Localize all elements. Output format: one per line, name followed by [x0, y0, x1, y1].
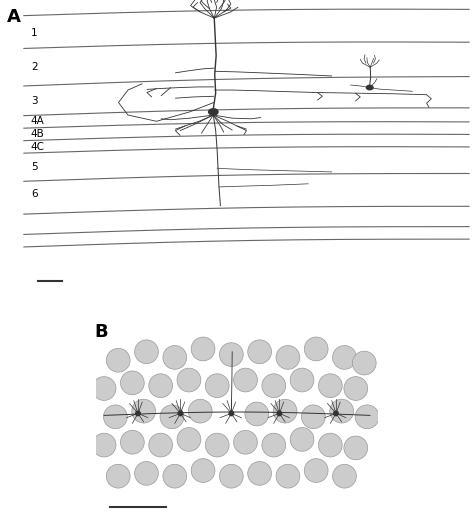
Circle shape: [276, 345, 300, 369]
Circle shape: [177, 428, 201, 451]
Circle shape: [330, 399, 354, 423]
Circle shape: [120, 371, 144, 395]
Circle shape: [290, 428, 314, 451]
Circle shape: [209, 109, 218, 115]
Circle shape: [149, 374, 173, 398]
Circle shape: [163, 464, 187, 488]
Circle shape: [163, 345, 187, 369]
Circle shape: [219, 343, 243, 366]
Circle shape: [248, 340, 272, 364]
Circle shape: [229, 411, 234, 416]
Text: 4C: 4C: [31, 142, 45, 152]
Circle shape: [333, 345, 356, 369]
Circle shape: [304, 337, 328, 361]
Circle shape: [106, 464, 130, 488]
Circle shape: [191, 337, 215, 361]
Circle shape: [248, 462, 272, 485]
Circle shape: [188, 399, 212, 423]
Circle shape: [262, 374, 286, 398]
Circle shape: [344, 377, 368, 401]
Circle shape: [273, 399, 297, 423]
Circle shape: [205, 374, 229, 398]
Circle shape: [276, 464, 300, 488]
Circle shape: [290, 368, 314, 392]
Circle shape: [319, 433, 342, 457]
Text: 1: 1: [31, 28, 37, 38]
Circle shape: [160, 405, 184, 429]
Circle shape: [178, 411, 182, 416]
Text: 4A: 4A: [31, 116, 45, 126]
Text: 6: 6: [31, 190, 37, 200]
Circle shape: [245, 402, 269, 426]
Circle shape: [92, 433, 116, 457]
Circle shape: [334, 411, 338, 416]
Circle shape: [234, 368, 257, 392]
Text: 5: 5: [31, 162, 37, 172]
Circle shape: [333, 464, 356, 488]
Circle shape: [366, 85, 373, 90]
Circle shape: [262, 433, 286, 457]
Circle shape: [319, 374, 342, 398]
Circle shape: [205, 433, 229, 457]
Circle shape: [177, 368, 201, 392]
Text: A: A: [7, 8, 21, 26]
Circle shape: [120, 430, 144, 454]
Circle shape: [304, 458, 328, 482]
Text: B: B: [94, 324, 108, 341]
Circle shape: [301, 405, 325, 429]
Circle shape: [149, 433, 173, 457]
Circle shape: [132, 399, 155, 423]
Circle shape: [135, 462, 158, 485]
Text: 4B: 4B: [31, 129, 45, 139]
Text: 3: 3: [31, 96, 37, 106]
Circle shape: [352, 351, 376, 375]
Circle shape: [355, 405, 379, 429]
Circle shape: [135, 340, 158, 364]
Circle shape: [219, 464, 243, 488]
Circle shape: [92, 377, 116, 401]
Circle shape: [191, 458, 215, 482]
Circle shape: [277, 411, 282, 416]
Circle shape: [103, 405, 127, 429]
Circle shape: [344, 436, 368, 460]
Circle shape: [234, 430, 257, 454]
Circle shape: [136, 411, 140, 416]
Text: 2: 2: [31, 62, 37, 72]
Circle shape: [106, 349, 130, 372]
